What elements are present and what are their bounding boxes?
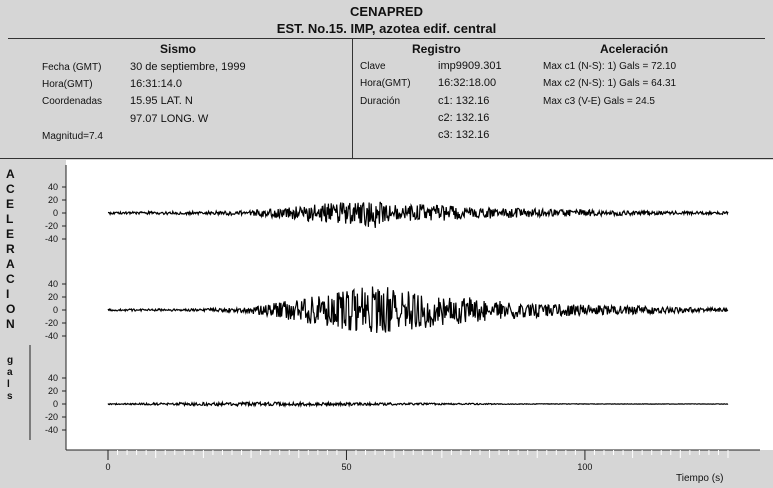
x-axis-title: Tiempo (s) bbox=[676, 473, 724, 484]
y-tick-label: -40 bbox=[45, 331, 58, 341]
axis-letter: N bbox=[6, 317, 15, 331]
axis-letter: L bbox=[6, 212, 14, 226]
aceleracion-heading: Aceleración bbox=[600, 42, 669, 56]
header-column-divider bbox=[352, 38, 353, 158]
axis-unit-letter: g bbox=[7, 355, 14, 366]
sismo-lon-value: 97.07 LONG. W bbox=[130, 113, 209, 125]
header-divider bbox=[8, 38, 765, 39]
sismo-hora-label: Hora(GMT) bbox=[42, 79, 93, 90]
header-title: CENAPRED bbox=[350, 4, 423, 19]
aceleracion-c3: Max c3 (V-E) Gals = 24.5 bbox=[543, 96, 655, 107]
registro-heading: Registro bbox=[412, 42, 461, 56]
y-tick-label: -40 bbox=[45, 234, 58, 244]
sismo-coord-label: Coordenadas bbox=[42, 96, 103, 107]
y-tick-label: 20 bbox=[48, 292, 58, 302]
y-tick-label: -20 bbox=[45, 221, 58, 231]
y-tick-label: 20 bbox=[48, 386, 58, 396]
sismo-fecha-value: 30 de septiembre, 1999 bbox=[130, 61, 246, 73]
header-panel bbox=[0, 0, 773, 160]
y-tick-label: 20 bbox=[48, 195, 58, 205]
y-tick-label: 40 bbox=[48, 279, 58, 289]
header-bottom-rule bbox=[0, 158, 773, 159]
axis-letter: E bbox=[6, 197, 15, 211]
axis-letter: E bbox=[6, 227, 15, 241]
registro-clave-label: Clave bbox=[360, 61, 386, 72]
axis-letter: C bbox=[6, 182, 15, 196]
sismo-fecha-label: Fecha (GMT) bbox=[42, 62, 102, 73]
y-tick-label: 0 bbox=[53, 399, 58, 409]
registro-hora-label: Hora(GMT) bbox=[360, 78, 411, 89]
y-tick-label: 40 bbox=[48, 373, 58, 383]
axis-unit-letter: l bbox=[7, 379, 10, 390]
y-tick-label: -20 bbox=[45, 318, 58, 328]
sismo-heading: Sismo bbox=[160, 42, 197, 56]
aceleracion-c2: Max c2 (N-S): 1) Gals = 64.31 bbox=[543, 78, 677, 89]
series-c2-trace bbox=[107, 286, 729, 333]
bottom-axis-panel bbox=[66, 450, 773, 488]
registro-duracion-c1: c1: 132.16 bbox=[438, 95, 490, 107]
axis-letter: I bbox=[6, 287, 10, 301]
registro-hora-value: 16:32:18.00 bbox=[438, 77, 497, 89]
series-c3-trace bbox=[107, 400, 729, 408]
sismo-hora-value: 16:31:14.0 bbox=[130, 78, 182, 90]
left-axis-panel bbox=[0, 160, 66, 488]
axis-letter: O bbox=[6, 302, 16, 316]
registro-clave-value: imp9909.301 bbox=[438, 60, 502, 72]
axis-unit-letter: s bbox=[7, 391, 13, 402]
aceleracion-c1: Max c1 (N-S): 1) Gals = 72.10 bbox=[543, 61, 677, 72]
axis-letter: R bbox=[6, 242, 15, 256]
y-tick-label: 40 bbox=[48, 182, 58, 192]
axis-letter: A bbox=[6, 257, 15, 271]
registro-duracion-label: Duración bbox=[360, 96, 401, 107]
sismo-magnitud: Magnitud=7.4 bbox=[42, 131, 103, 142]
series-c1-trace bbox=[107, 201, 729, 228]
y-tick-label: 0 bbox=[53, 208, 58, 218]
y-tick-label: -40 bbox=[45, 425, 58, 435]
y-tick-label: -20 bbox=[45, 412, 58, 422]
header-subtitle: EST. No.15. IMP, azotea edif. central bbox=[276, 21, 497, 36]
sismo-lat-value: 15.95 LAT. N bbox=[130, 95, 193, 107]
axis-letter: A bbox=[6, 167, 15, 181]
x-tick-label: 50 bbox=[341, 462, 351, 472]
x-tick-label: 0 bbox=[105, 462, 110, 472]
registro-duracion-c3: c3: 132.16 bbox=[438, 129, 490, 141]
axis-letter: C bbox=[6, 272, 15, 286]
registro-duracion-c2: c2: 132.16 bbox=[438, 112, 490, 124]
x-tick-label: 100 bbox=[577, 462, 592, 472]
axis-unit-letter: a bbox=[7, 367, 13, 378]
y-tick-label: 0 bbox=[53, 305, 58, 315]
